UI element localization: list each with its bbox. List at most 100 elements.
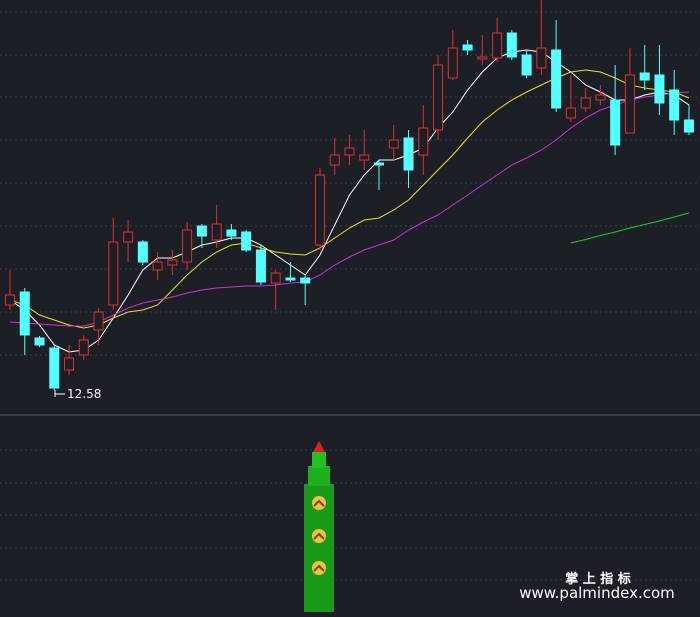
candle-body	[639, 72, 650, 81]
candle	[624, 48, 635, 134]
candle	[551, 20, 562, 112]
candle-body	[565, 107, 576, 119]
candle-body	[255, 249, 266, 283]
candle-body	[654, 74, 665, 104]
candle-body	[683, 119, 694, 133]
candle	[595, 85, 606, 105]
candle	[329, 138, 340, 175]
candle	[196, 224, 207, 248]
candle-body	[300, 277, 311, 284]
candle	[639, 45, 650, 90]
candle	[78, 335, 89, 360]
candle	[536, 0, 547, 75]
candle	[565, 75, 576, 122]
candle-body	[388, 139, 399, 149]
candle	[314, 168, 325, 250]
candle-body	[5, 294, 15, 306]
candle-body	[610, 99, 621, 146]
candle-body	[285, 277, 296, 281]
candle	[270, 270, 281, 310]
candle-body	[211, 223, 222, 241]
indicator-body	[308, 466, 330, 486]
candle-body	[521, 54, 532, 76]
candle	[683, 105, 694, 135]
candle	[34, 336, 45, 347]
candle	[388, 125, 399, 160]
candle-body	[551, 49, 562, 109]
candle	[226, 224, 237, 240]
plot	[5, 0, 694, 390]
candle	[506, 30, 517, 60]
candle	[433, 55, 444, 140]
candle-body	[506, 32, 517, 58]
candle	[167, 250, 178, 275]
chevron	[312, 561, 326, 575]
candle	[5, 270, 15, 310]
candle-body	[19, 291, 30, 336]
candle	[64, 345, 75, 375]
candle-body	[314, 174, 325, 246]
candle-body	[152, 261, 163, 271]
candle	[359, 130, 370, 170]
candle	[418, 105, 429, 175]
candle	[403, 130, 414, 188]
candle	[241, 230, 252, 252]
candle-body	[241, 231, 252, 251]
candle	[580, 88, 591, 112]
candle-body	[477, 56, 488, 60]
chevron	[312, 496, 326, 510]
candle	[19, 288, 30, 355]
candle-body	[624, 74, 635, 134]
candle-body	[359, 154, 370, 161]
candle	[669, 70, 680, 135]
candle-body	[462, 44, 473, 51]
indicator-arrow	[313, 441, 325, 452]
moving-average-line	[9, 91, 690, 327]
candle-body	[123, 231, 134, 243]
candle	[49, 345, 60, 390]
indicator-body	[312, 452, 326, 468]
candle	[447, 30, 458, 80]
candle-body	[492, 32, 503, 59]
candle	[610, 65, 621, 155]
candle-body	[433, 64, 444, 131]
candle-body	[167, 259, 178, 266]
moving-average-line	[9, 49, 690, 353]
candle-body	[137, 241, 148, 263]
candle	[374, 160, 384, 190]
candle-body	[344, 147, 355, 156]
chevron	[312, 529, 326, 543]
watermark-title: 掌 上 指 标	[565, 571, 631, 587]
candle-body	[108, 241, 119, 306]
candle-body	[196, 225, 207, 237]
candle-body	[182, 229, 193, 263]
candle-body	[93, 311, 104, 331]
watermark-url: www.palmindex.com	[519, 584, 675, 602]
candle-body	[226, 229, 237, 237]
candle	[255, 245, 266, 285]
candle	[521, 50, 532, 78]
moving-average-line	[570, 212, 690, 244]
candle	[344, 135, 355, 165]
candle-body	[580, 97, 591, 109]
candle-body	[403, 137, 414, 171]
candle-body	[329, 154, 340, 166]
candle-body	[64, 357, 75, 371]
candle-body	[78, 339, 89, 356]
candle	[137, 240, 148, 265]
annotation: 12.58	[67, 387, 101, 401]
candle-body	[418, 127, 429, 156]
candle-body	[270, 272, 281, 284]
candle	[152, 252, 163, 280]
candle-body	[595, 94, 606, 101]
indicator-bar	[304, 441, 334, 612]
candle	[285, 262, 296, 282]
candle	[93, 308, 104, 345]
candle	[123, 220, 134, 262]
candle	[462, 40, 473, 55]
candle-body	[536, 47, 547, 69]
candle-body	[49, 347, 60, 389]
